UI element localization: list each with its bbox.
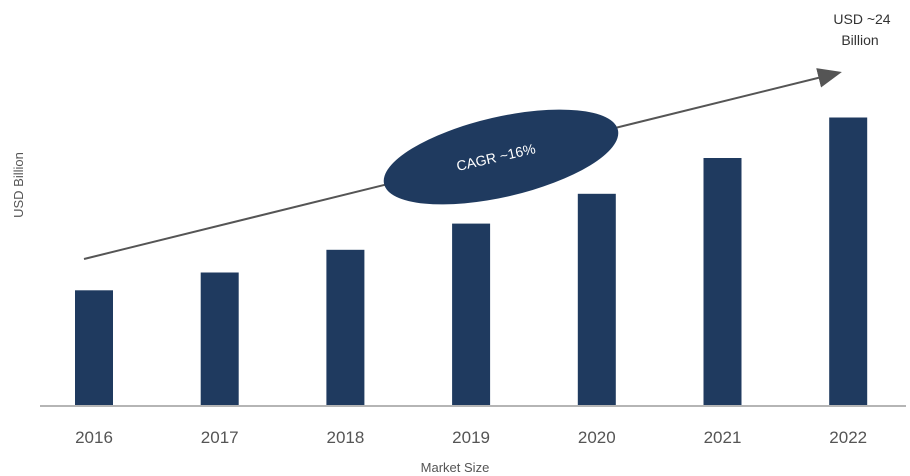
end-value-label-line1: USD ~24 [833,11,890,27]
bar-2019 [452,223,491,406]
x-tick-label-2020: 2020 [578,428,616,447]
x-tick-label-2017: 2017 [201,428,239,447]
bars-group [75,117,868,406]
y-axis-title: USD Billion [11,152,26,218]
bar-2017 [200,272,239,406]
x-tick-labels: 2016 2017 2018 2019 2020 2021 2022 [75,428,867,447]
bar-2018 [326,249,365,406]
bar-2020 [577,193,616,406]
bar-2022 [829,117,868,406]
end-value-label-line2: Billion [841,32,878,48]
x-axis-title: Market Size [421,460,490,475]
bar-2016 [75,290,113,406]
x-tick-label-2019: 2019 [452,428,490,447]
x-tick-label-2018: 2018 [326,428,364,447]
x-tick-label-2022: 2022 [829,428,867,447]
cagr-ellipse [383,109,619,205]
x-tick-label-2016: 2016 [75,428,113,447]
x-tick-label-2021: 2021 [704,428,742,447]
bar-2021 [703,158,742,406]
